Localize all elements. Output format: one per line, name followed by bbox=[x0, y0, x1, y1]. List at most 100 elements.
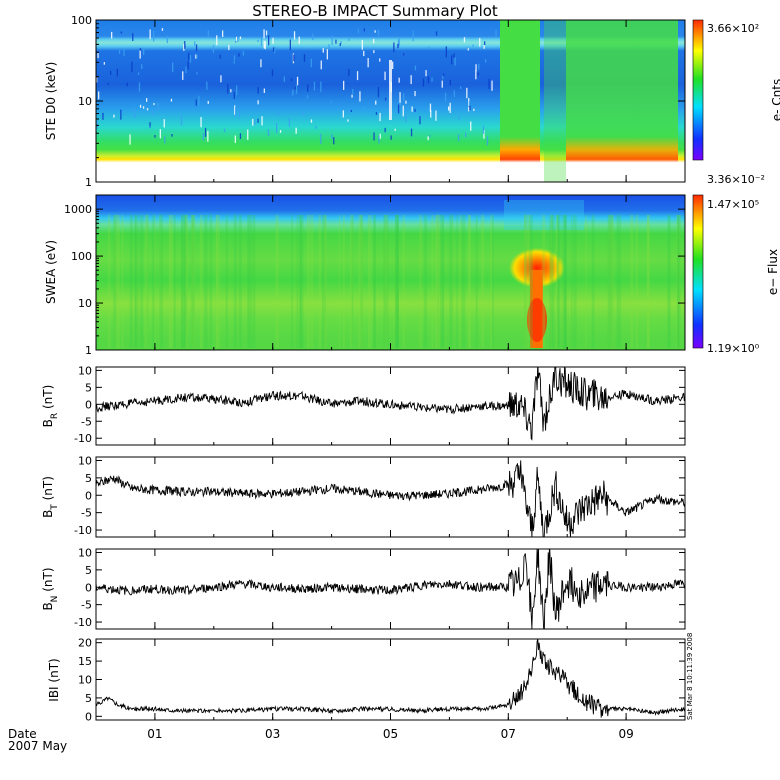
ytick-label-4-1: 5 bbox=[85, 564, 92, 577]
ste-speckle bbox=[238, 53, 240, 57]
swea-streak bbox=[459, 215, 462, 348]
swea-streak bbox=[190, 215, 195, 348]
swea-streak bbox=[395, 215, 399, 348]
ste-speckle bbox=[96, 77, 98, 83]
ste-speckle bbox=[233, 91, 235, 99]
ste-speckle bbox=[491, 80, 493, 91]
swea-streak bbox=[324, 215, 327, 348]
ste-speckle bbox=[293, 54, 295, 62]
swea-streak bbox=[562, 215, 566, 348]
ste-speckle bbox=[265, 30, 268, 36]
ste-speckle bbox=[290, 78, 293, 82]
ste-speckle bbox=[363, 50, 365, 57]
ste-speckle bbox=[402, 105, 404, 117]
swea-streak bbox=[677, 215, 681, 348]
swea-streak bbox=[610, 215, 614, 348]
ste-speckle bbox=[239, 36, 242, 40]
swea-streak bbox=[419, 215, 422, 348]
swea-streak bbox=[492, 215, 494, 348]
swea-streak bbox=[542, 215, 546, 348]
ste-speckle bbox=[298, 36, 300, 44]
ste-speckle bbox=[399, 99, 401, 106]
ste-speckle bbox=[166, 35, 168, 44]
ste-event-band-1 bbox=[500, 20, 540, 182]
ste-speckle bbox=[379, 133, 381, 139]
swea-streak bbox=[468, 215, 471, 348]
ste-speckle bbox=[263, 40, 265, 49]
swea-streak bbox=[238, 215, 242, 348]
xtick-label-0: 01 bbox=[147, 727, 162, 741]
ste-speckle bbox=[359, 91, 361, 102]
ste-speckle bbox=[374, 30, 376, 33]
ste-speckle bbox=[469, 105, 471, 111]
ste-speckle bbox=[356, 71, 359, 81]
swea-streak bbox=[139, 215, 144, 348]
swea-streak bbox=[647, 215, 650, 348]
ste-speckle bbox=[113, 114, 115, 118]
ytick-label-5-4: 0 bbox=[85, 710, 92, 723]
swea-streak bbox=[184, 215, 187, 348]
ste-speckle bbox=[425, 70, 427, 77]
date-label: Date bbox=[8, 727, 37, 741]
ste-speckle bbox=[131, 61, 133, 73]
ste-speckle bbox=[470, 121, 472, 131]
ste-speckle bbox=[430, 110, 432, 118]
ste-speckle bbox=[138, 82, 141, 92]
ste-speckle bbox=[422, 78, 425, 87]
swea-streak bbox=[431, 215, 434, 348]
ste-speckle bbox=[445, 46, 447, 58]
ste-speckle bbox=[384, 71, 386, 81]
ste-speckle bbox=[120, 31, 122, 34]
ste-speckle bbox=[397, 43, 399, 49]
ste-speckle bbox=[363, 28, 365, 32]
ytick-label-2-1: 5 bbox=[85, 381, 92, 394]
ste-speckle bbox=[219, 54, 221, 59]
ste-speckle bbox=[111, 31, 113, 39]
ste-speckle bbox=[478, 63, 480, 70]
br-series-line bbox=[96, 367, 685, 441]
ste-speckle bbox=[252, 118, 254, 126]
swea-streak bbox=[461, 215, 466, 348]
swea-streak bbox=[668, 215, 671, 348]
swea-streak bbox=[318, 215, 321, 348]
ste-speckle bbox=[146, 98, 148, 102]
ste-speckle bbox=[276, 123, 278, 133]
swea-streak bbox=[468, 215, 471, 348]
swea-streak bbox=[434, 215, 438, 348]
swea-streak bbox=[339, 215, 341, 348]
ste-ylabel: STE D0 (keV) bbox=[44, 62, 58, 141]
ste-speckle bbox=[397, 104, 400, 114]
swea-streak bbox=[564, 215, 567, 348]
ste-speckle bbox=[333, 137, 335, 145]
swea-y-axis: 1 10 100 1000 bbox=[64, 194, 685, 357]
ste-speckle bbox=[143, 47, 145, 55]
ste-speckle bbox=[477, 72, 479, 76]
swea-streak bbox=[490, 215, 493, 348]
ste-speckle bbox=[235, 40, 237, 43]
ste-speckle bbox=[352, 89, 354, 95]
ste-speckle bbox=[405, 113, 407, 123]
ytick-label-0-0: 1 bbox=[85, 176, 92, 189]
ste-speckle bbox=[207, 101, 209, 104]
swea-streak bbox=[121, 215, 124, 348]
ytick-label-5-2: 10 bbox=[78, 674, 92, 687]
ste-speckle bbox=[146, 108, 149, 111]
ste-speckle bbox=[398, 77, 400, 83]
ste-speckle bbox=[257, 100, 259, 105]
ste-speckle bbox=[268, 35, 270, 46]
ytick-label-2-0: 10 bbox=[78, 364, 92, 377]
ytick-label-5-0: 20 bbox=[78, 637, 92, 650]
ste-speckle bbox=[294, 86, 296, 90]
ytick-label-4-3: -5 bbox=[81, 599, 92, 612]
ste-speckle bbox=[238, 109, 241, 119]
swea-streak bbox=[181, 215, 185, 348]
ste-speckle bbox=[279, 130, 282, 133]
ste-speckle bbox=[161, 28, 164, 31]
ste-speckle bbox=[142, 106, 145, 109]
bmag-panel: 20 15 10 5 0 IBI (nT) bbox=[47, 637, 686, 723]
ste-speckle bbox=[139, 104, 142, 108]
ste-speckle bbox=[107, 82, 109, 85]
ste-speckle bbox=[207, 130, 209, 142]
ste-colorbar bbox=[692, 19, 704, 161]
